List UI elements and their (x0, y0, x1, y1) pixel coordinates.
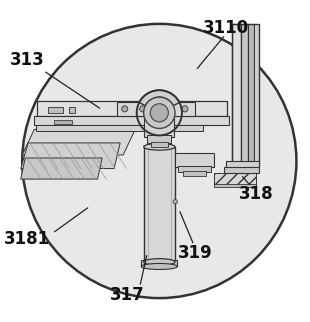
Text: 319: 319 (178, 244, 213, 262)
FancyBboxPatch shape (175, 153, 214, 167)
Text: 318: 318 (238, 185, 273, 203)
Circle shape (122, 106, 128, 112)
Text: 3181: 3181 (4, 230, 50, 248)
FancyBboxPatch shape (144, 147, 175, 262)
FancyBboxPatch shape (48, 107, 63, 113)
Ellipse shape (144, 259, 175, 265)
Circle shape (140, 106, 146, 112)
Ellipse shape (144, 144, 175, 150)
FancyBboxPatch shape (214, 184, 256, 187)
Polygon shape (21, 158, 102, 179)
FancyBboxPatch shape (241, 24, 248, 166)
FancyBboxPatch shape (147, 135, 171, 143)
Circle shape (22, 24, 296, 298)
Circle shape (144, 97, 175, 128)
FancyBboxPatch shape (254, 24, 259, 166)
Text: 3110: 3110 (202, 19, 249, 37)
FancyBboxPatch shape (69, 107, 75, 113)
FancyBboxPatch shape (117, 102, 196, 116)
Circle shape (173, 200, 177, 204)
Ellipse shape (141, 263, 177, 270)
Circle shape (165, 106, 171, 112)
FancyBboxPatch shape (224, 167, 259, 173)
Circle shape (182, 106, 188, 112)
FancyBboxPatch shape (36, 126, 203, 131)
FancyBboxPatch shape (34, 116, 229, 125)
Text: 313: 313 (10, 51, 45, 69)
Polygon shape (139, 90, 179, 106)
FancyBboxPatch shape (214, 173, 256, 185)
FancyBboxPatch shape (184, 171, 206, 176)
FancyBboxPatch shape (151, 142, 168, 147)
Polygon shape (21, 143, 120, 168)
FancyBboxPatch shape (37, 101, 227, 116)
Circle shape (150, 104, 168, 122)
FancyBboxPatch shape (144, 116, 175, 137)
FancyBboxPatch shape (54, 120, 72, 124)
FancyBboxPatch shape (248, 24, 254, 166)
FancyBboxPatch shape (141, 260, 177, 267)
FancyBboxPatch shape (178, 166, 210, 172)
FancyBboxPatch shape (226, 161, 259, 168)
Polygon shape (22, 129, 135, 155)
FancyBboxPatch shape (232, 24, 241, 166)
Text: 317: 317 (110, 286, 145, 304)
